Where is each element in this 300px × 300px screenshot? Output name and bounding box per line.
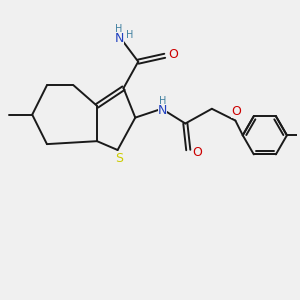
Text: O: O <box>192 146 202 159</box>
Text: O: O <box>168 48 178 61</box>
Text: N: N <box>158 104 167 117</box>
Text: H: H <box>116 24 123 34</box>
Text: O: O <box>231 105 241 118</box>
Text: H: H <box>126 30 133 40</box>
Text: S: S <box>115 152 123 165</box>
Text: N: N <box>114 32 124 45</box>
Text: H: H <box>159 96 166 106</box>
